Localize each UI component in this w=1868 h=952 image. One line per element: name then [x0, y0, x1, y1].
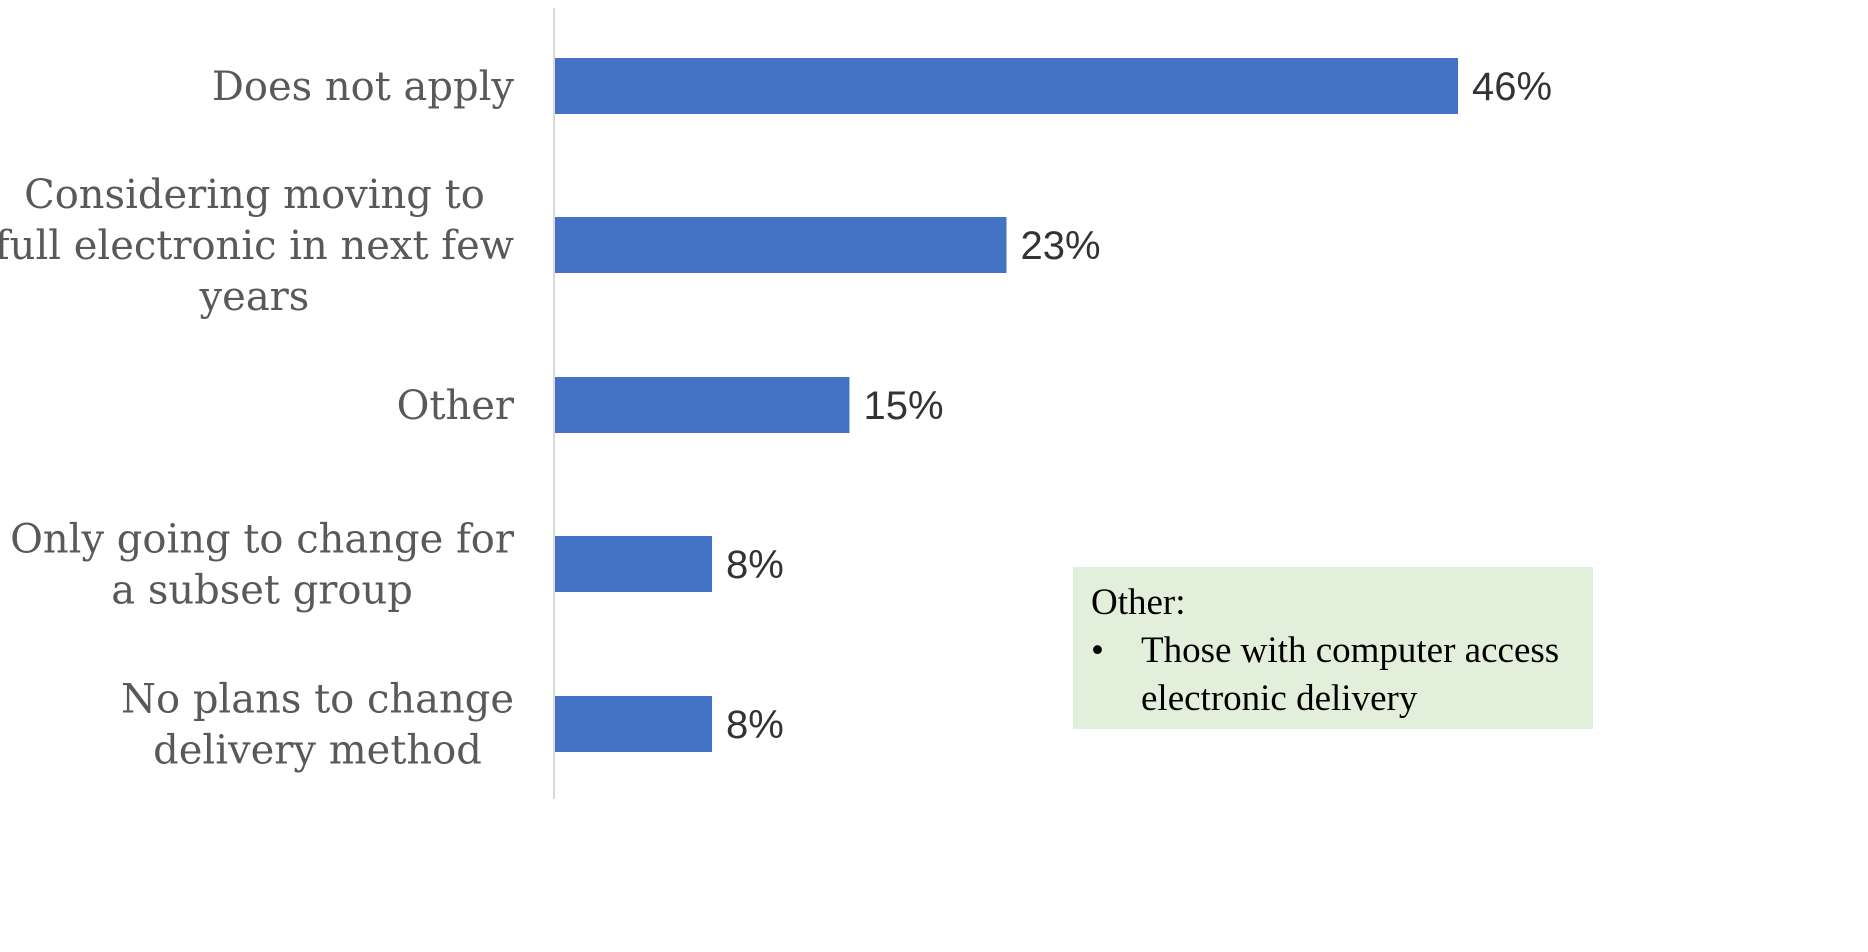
data-label: 15%: [863, 384, 943, 428]
data-label: 23%: [1021, 224, 1101, 268]
bullet-icon: •: [1091, 630, 1104, 671]
data-label: 46%: [1472, 65, 1552, 109]
note-bullet-text-continued: electronic delivery: [1141, 678, 1418, 719]
category-label: Other: [397, 383, 515, 429]
note-bullet-continuation: electronic delivery: [1091, 675, 1575, 723]
bar: [555, 377, 850, 433]
bar-chart: 46% Does not apply 23% Considering moving t…: [0, 8, 1552, 799]
bar: [555, 696, 713, 752]
note-bullet-text: Those with computer access: [1141, 630, 1560, 671]
category-label: Only going to change for a subset group: [10, 517, 515, 614]
other-note-box: Other: • Those with computer access elec…: [1073, 567, 1593, 729]
note-title: Other:: [1091, 582, 1186, 623]
category-label: Does not apply: [212, 64, 515, 110]
bar: [555, 58, 1458, 114]
category-label: No plans to change delivery method: [121, 677, 514, 774]
bar: [555, 217, 1007, 273]
category-label: Considering moving to full electronic in …: [0, 172, 514, 320]
bar: [555, 536, 713, 592]
data-label: 8%: [726, 703, 784, 747]
data-label: 8%: [726, 543, 784, 587]
note-bullet-item: • Those with computer access: [1091, 627, 1575, 675]
